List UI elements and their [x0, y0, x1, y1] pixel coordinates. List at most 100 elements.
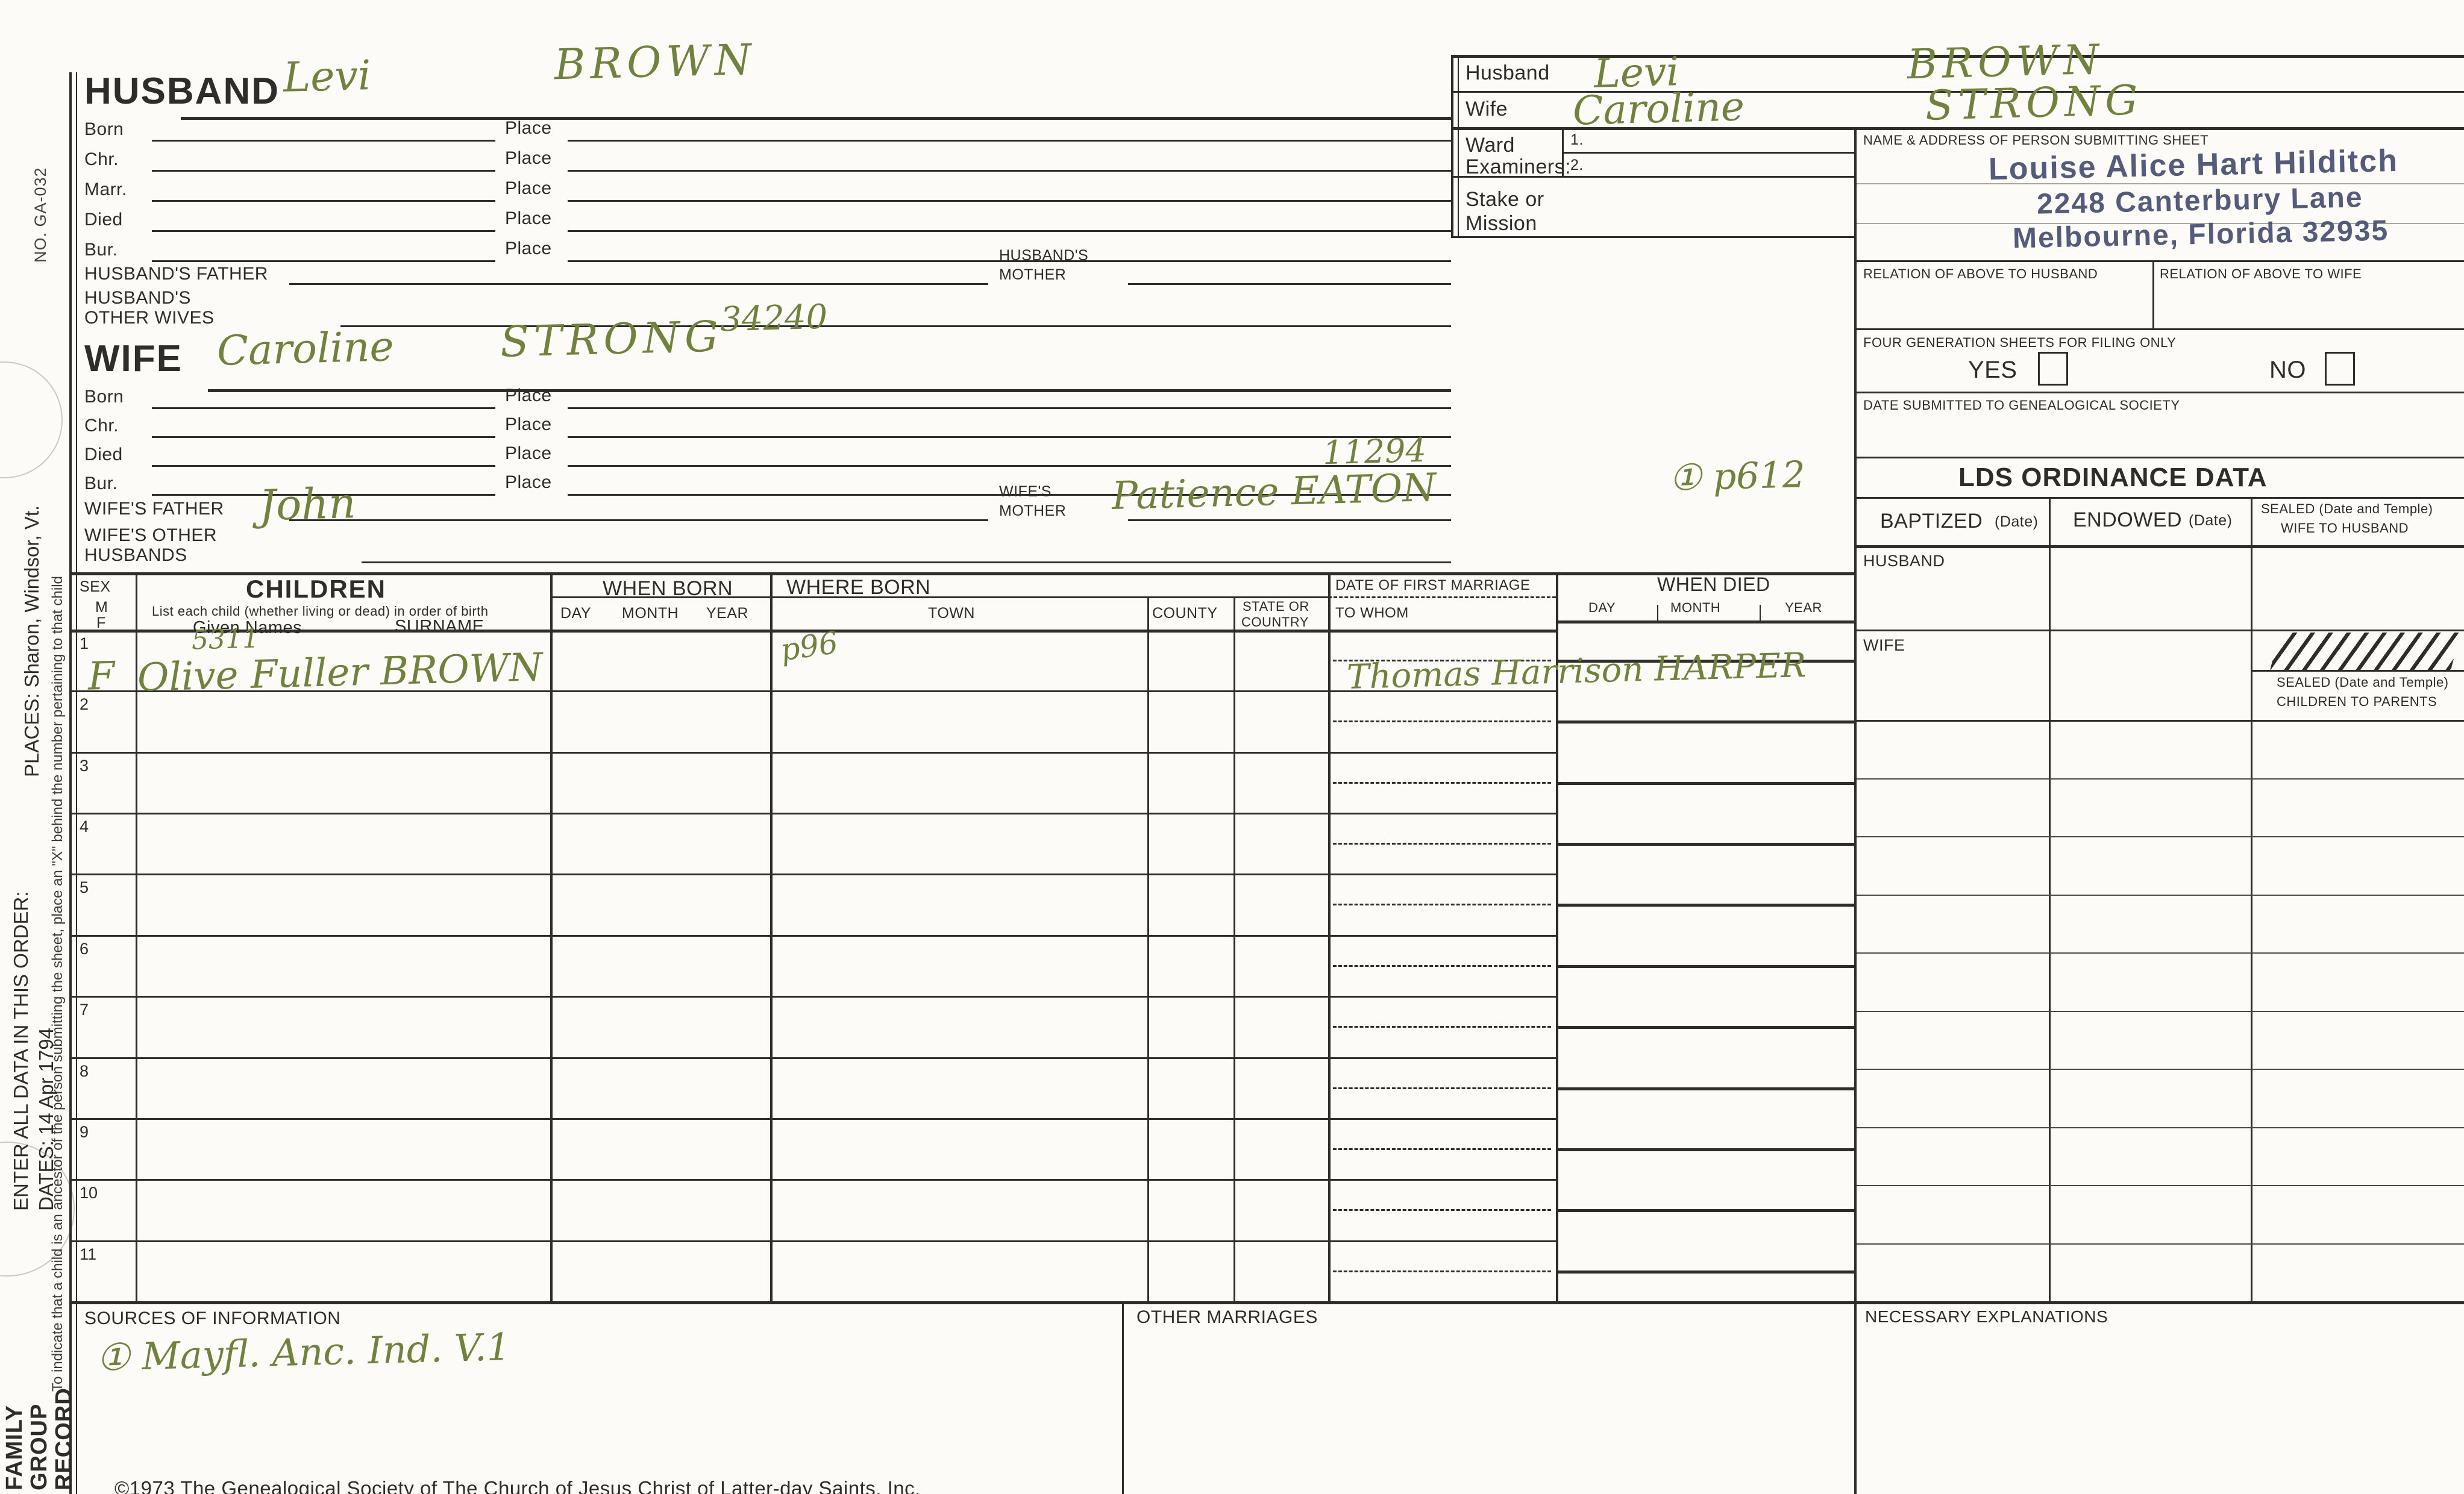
- marriage-row-dash: [1333, 904, 1551, 905]
- child-row-line: [71, 752, 1556, 754]
- wife-other-husbands-label-2: HUSBANDS: [84, 545, 187, 565]
- death-box-line: [1556, 1148, 1854, 1151]
- marriage-row-dash: [1333, 1026, 1551, 1028]
- given-names-header: Given Names: [193, 618, 303, 637]
- address-box-bottom: [1854, 260, 2464, 262]
- relation-wife-label: RELATION OF ABOVE TO WIFE: [2160, 266, 2362, 281]
- children-header-bottom: [71, 630, 1556, 633]
- field-line: [568, 494, 1451, 496]
- children-col-divider: [550, 572, 553, 1301]
- ordinance-row-line: [1857, 1011, 2464, 1012]
- death-box-line: [1556, 1209, 1854, 1212]
- lds-sealed-wife-header-2: WIFE TO HUSBAND: [2281, 520, 2409, 536]
- child-row-number: 6: [80, 940, 89, 958]
- marriage-row-dash: [1333, 1271, 1551, 1272]
- submitter-name-stamp: Louise Alice Hart Hilditch: [1988, 143, 2399, 187]
- wife-bur-label: Bur.: [84, 474, 118, 493]
- sex-header: SEX: [80, 578, 111, 595]
- marriage-col-divider: [1328, 572, 1331, 1301]
- death-box-line: [1556, 1087, 1854, 1090]
- died-year-header: YEAR: [1785, 600, 1822, 615]
- death-box-line: [1556, 1271, 1854, 1274]
- ordinance-row-line: [1857, 895, 2464, 896]
- county-col-divider: [1147, 596, 1149, 1301]
- lds-col-divider: [2049, 497, 2051, 1301]
- hatch-underline: [2251, 670, 2464, 672]
- child-row-line: [71, 1118, 1556, 1120]
- field-line: [568, 140, 1451, 142]
- ordinance-row-line: [1857, 1243, 2464, 1245]
- address-rule: [1857, 223, 2464, 224]
- husband-father-label: HUSBAND'S FATHER: [84, 264, 268, 284]
- field-line: [568, 465, 1451, 467]
- state-col-divider: [1234, 596, 1235, 1301]
- submitter-address1-stamp: 2248 Canterbury Lane: [2036, 181, 2364, 220]
- form-left-border-inner: [76, 72, 77, 1494]
- where-born-header: WHERE BORN: [786, 576, 931, 599]
- death-box-line: [1556, 843, 1854, 846]
- field-line: [362, 561, 1451, 563]
- ordinance-row-line: [1857, 1127, 2464, 1128]
- examiners-mid-line: [1562, 152, 1854, 154]
- marriage-row-dash: [1333, 1148, 1551, 1150]
- form-number: NO. GA-032: [31, 167, 49, 263]
- death-box-line: [1556, 1026, 1854, 1029]
- place-label: Place: [505, 208, 552, 228]
- child1-town-note-handwriting: p96: [778, 625, 841, 668]
- died-month-header: MONTH: [1670, 600, 1721, 615]
- when-born-subline: [550, 596, 770, 598]
- lds-endowed-sub: (Date): [2189, 512, 2233, 529]
- field-line: [152, 407, 495, 409]
- stake-label-2: Mission: [1466, 212, 1537, 235]
- topright-row-border: [1451, 91, 2464, 93]
- state-header-2: COUNTRY: [1241, 614, 1309, 630]
- sex-m-header: M: [95, 599, 108, 616]
- husband-marr-label: Marr.: [84, 180, 127, 199]
- died-header-tick: [1760, 605, 1761, 620]
- relation-divider: [2152, 260, 2154, 328]
- ordinance-row-line: [1857, 836, 2464, 837]
- first-marriage-dash: [1328, 596, 1556, 598]
- field-line: [152, 140, 495, 142]
- field-line: [1128, 283, 1451, 285]
- husband-given-handwriting: Levi: [282, 52, 372, 102]
- to-whom-header: TO WHOM: [1335, 605, 1409, 621]
- where-born-subline: [770, 596, 1328, 598]
- lds-baptized-sub: (Date): [1995, 513, 2039, 530]
- topright-left-border-inner: [1458, 55, 1459, 236]
- husband-name-line: [181, 117, 1451, 120]
- whenborn-col-divider: [770, 572, 773, 1301]
- field-line: [568, 170, 1451, 172]
- four-generation-label: FOUR GENERATION SHEETS FOR FILING ONLY: [1863, 335, 2177, 350]
- marriage-row-dash: [1333, 843, 1551, 845]
- wife-father-label: WIFE'S FATHER: [84, 499, 224, 519]
- child-row-number: 10: [80, 1184, 98, 1202]
- wife-number-handwriting: 34240: [719, 297, 828, 340]
- child-row-line: [71, 813, 1556, 814]
- field-line: [1128, 519, 1451, 521]
- examiners-divider: [1562, 127, 1564, 176]
- form-left-border: [69, 72, 72, 1494]
- field-line: [568, 230, 1451, 232]
- field-line: [152, 200, 495, 202]
- field-line: [152, 494, 495, 496]
- lds-title: LDS ORDINANCE DATA: [1958, 463, 2268, 492]
- submitter-header: NAME & ADDRESS OF PERSON SUBMITTING SHEE…: [1863, 133, 2209, 148]
- year-header: YEAR: [706, 605, 749, 622]
- wife-born-label: Born: [84, 387, 124, 407]
- child-row-line: [71, 935, 1556, 937]
- right-panel-border: [1854, 127, 1857, 1494]
- field-line: [289, 283, 988, 285]
- child1-married-to-handwriting: Thomas Harrison HARPER: [1346, 646, 1807, 697]
- topright-wife-given-handwriting: Caroline: [1572, 83, 1745, 134]
- field-line: [152, 260, 495, 262]
- death-box-line: [1556, 660, 1854, 663]
- husband-other-wives-label-1: HUSBAND'S: [84, 288, 191, 308]
- field-line: [152, 436, 495, 438]
- wife-chr-label: Chr.: [84, 416, 119, 436]
- order-note-line2: DATES: 14 Apr 1794: [35, 1028, 57, 1211]
- husband-bur-label: Bur.: [84, 240, 118, 260]
- lds-sealed-wife-header-1: SEALED (Date and Temple): [2261, 501, 2433, 516]
- submitter-address2-stamp: Melbourne, Florida 32935: [2012, 214, 2389, 255]
- date-submitted-box-bottom: [1854, 457, 2464, 458]
